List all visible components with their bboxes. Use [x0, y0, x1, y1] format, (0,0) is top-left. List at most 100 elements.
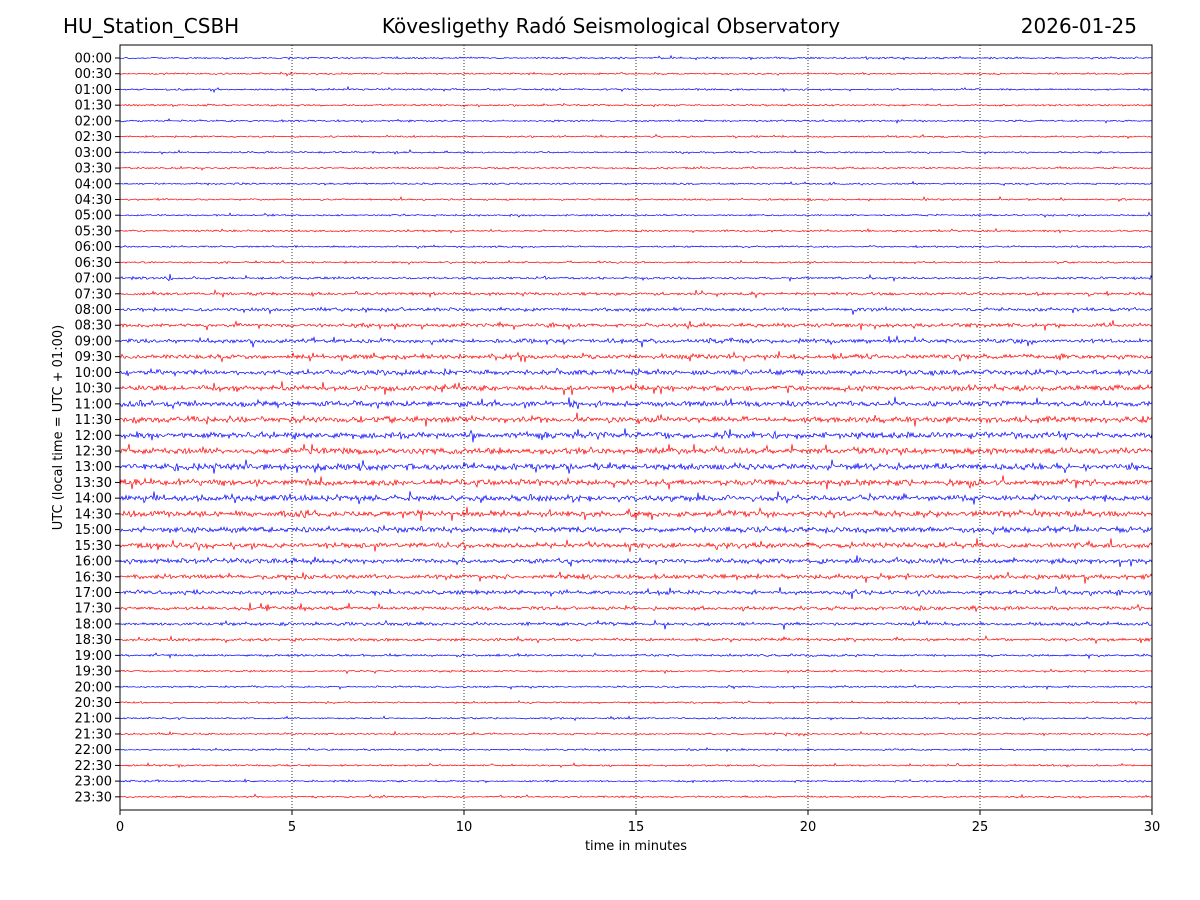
y-tick-label-21:00: 21:00: [75, 712, 112, 727]
y-tick-label-11:00: 11:00: [75, 397, 112, 412]
y-tick-label-05:30: 05:30: [75, 224, 112, 239]
y-tick-label-20:30: 20:30: [75, 696, 112, 711]
trace-03:30: [119, 165, 1153, 171]
trace-15:00: [119, 523, 1153, 536]
y-tick-label-13:00: 13:00: [75, 460, 112, 475]
x-tick-label-30: 30: [1144, 820, 1161, 835]
station-name: HU_Station_CSBH: [63, 14, 240, 38]
y-tick-label-13:30: 13:30: [75, 476, 112, 491]
trace-00:00: [119, 54, 1153, 61]
x-tick-label-5: 5: [288, 820, 296, 835]
trace-19:30: [119, 668, 1153, 675]
grid-lines: [291, 45, 981, 810]
y-tick-label-06:30: 06:30: [75, 256, 112, 271]
x-tick-label-20: 20: [800, 820, 817, 835]
trace-10:00: [119, 367, 1153, 378]
trace-13:00: [119, 459, 1153, 474]
trace-18:00: [119, 619, 1153, 630]
trace-03:00: [119, 148, 1153, 155]
y-tick-label-15:30: 15:30: [75, 539, 112, 554]
trace-02:00: [119, 118, 1153, 125]
y-tick-label-08:30: 08:30: [75, 319, 112, 334]
y-tick-label-09:30: 09:30: [75, 350, 112, 365]
y-tick-label-04:30: 04:30: [75, 193, 112, 208]
chart-title: Kövesligethy Radó Seismological Observat…: [381, 14, 841, 38]
y-axis-ticks: 00:0000:3001:0001:3002:0002:3003:0003:30…: [75, 52, 120, 805]
trace-18:30: [119, 634, 1153, 645]
y-tick-label-01:30: 01:30: [75, 99, 112, 114]
x-axis-ticks: 0 5 10 15 20 25 30: [116, 810, 1160, 835]
trace-11:00: [119, 396, 1153, 410]
y-tick-label-16:30: 16:30: [75, 570, 112, 585]
trace-17:00: [119, 585, 1153, 600]
y-tick-label-17:00: 17:00: [75, 586, 112, 601]
y-tick-label-12:00: 12:00: [75, 429, 112, 444]
y-tick-label-23:00: 23:00: [75, 775, 112, 790]
trace-11:30: [119, 412, 1153, 427]
y-tick-label-01:00: 01:00: [75, 83, 112, 98]
trace-13:30: [119, 475, 1153, 490]
y-tick-label-00:00: 00:00: [75, 52, 112, 67]
trace-01:00: [119, 85, 1153, 93]
y-tick-label-22:30: 22:30: [75, 759, 112, 774]
trace-16:00: [119, 555, 1153, 568]
trace-06:00: [119, 244, 1153, 250]
trace-05:30: [119, 227, 1153, 234]
trace-16:30: [119, 571, 1153, 584]
trace-14:00: [119, 491, 1153, 505]
y-tick-label-03:30: 03:30: [75, 162, 112, 177]
y-tick-label-16:00: 16:00: [75, 555, 112, 570]
y-tick-label-17:30: 17:30: [75, 602, 112, 617]
x-tick-label-25: 25: [972, 820, 989, 835]
y-tick-label-07:30: 07:30: [75, 287, 112, 302]
trace-02:30: [119, 133, 1153, 140]
y-tick-label-08:00: 08:00: [75, 303, 112, 318]
y-tick-label-07:00: 07:00: [75, 272, 112, 287]
trace-05:00: [119, 211, 1153, 218]
trace-22:00: [119, 746, 1153, 753]
y-tick-label-03:00: 03:00: [75, 146, 112, 161]
trace-23:00: [119, 778, 1153, 784]
y-tick-label-19:00: 19:00: [75, 649, 112, 664]
y-tick-label-06:00: 06:00: [75, 240, 112, 255]
y-tick-label-12:30: 12:30: [75, 445, 112, 460]
y-tick-label-10:30: 10:30: [75, 382, 112, 397]
trace-00:30: [119, 71, 1153, 77]
x-tick-label-10: 10: [456, 820, 473, 835]
trace-04:30: [119, 195, 1153, 203]
trace-20:00: [119, 684, 1153, 691]
x-tick-label-15: 15: [628, 820, 645, 835]
trace-07:30: [119, 288, 1153, 299]
y-tick-label-14:00: 14:00: [75, 492, 112, 507]
y-tick-label-05:00: 05:00: [75, 209, 112, 224]
trace-17:30: [119, 602, 1153, 612]
trace-21:00: [119, 715, 1153, 722]
y-tick-label-18:00: 18:00: [75, 617, 112, 632]
trace-12:30: [119, 443, 1153, 457]
y-tick-label-11:30: 11:30: [75, 413, 112, 428]
y-axis-label: UTC (local time = UTC + 01:00): [51, 325, 66, 530]
trace-21:30: [119, 730, 1153, 737]
x-tick-label-0: 0: [116, 820, 124, 835]
trace-08:30: [119, 320, 1153, 331]
y-tick-label-22:00: 22:00: [75, 743, 112, 758]
seismic-traces: [119, 54, 1153, 799]
y-tick-label-19:30: 19:30: [75, 665, 112, 680]
trace-19:00: [119, 652, 1153, 660]
y-tick-label-15:00: 15:00: [75, 523, 112, 538]
trace-07:00: [119, 273, 1153, 283]
trace-14:30: [119, 506, 1153, 521]
y-tick-label-04:00: 04:00: [75, 177, 112, 192]
y-tick-label-02:00: 02:00: [75, 114, 112, 129]
trace-09:30: [119, 350, 1153, 363]
trace-10:30: [119, 381, 1153, 396]
trace-09:00: [119, 334, 1153, 348]
trace-15:30: [119, 538, 1153, 552]
trace-04:00: [119, 180, 1153, 187]
y-tick-label-00:30: 00:30: [75, 67, 112, 82]
trace-01:30: [119, 102, 1153, 108]
y-tick-label-20:00: 20:00: [75, 680, 112, 695]
y-tick-label-21:30: 21:30: [75, 727, 112, 742]
y-tick-label-10:00: 10:00: [75, 366, 112, 381]
